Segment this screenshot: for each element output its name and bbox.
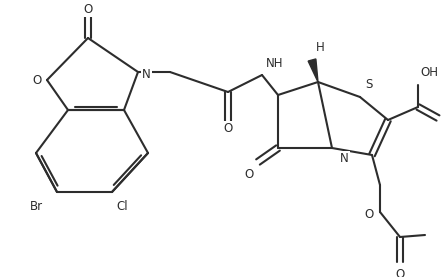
Text: OH: OH <box>420 66 438 79</box>
Polygon shape <box>308 59 318 82</box>
Text: O: O <box>365 207 374 220</box>
Text: Br: Br <box>30 200 43 213</box>
Text: O: O <box>395 268 404 277</box>
Text: O: O <box>33 73 42 86</box>
Text: N: N <box>340 152 349 165</box>
Text: Cl: Cl <box>116 200 128 213</box>
Text: S: S <box>365 78 373 91</box>
Text: NH: NH <box>266 57 284 70</box>
Text: N: N <box>142 68 151 81</box>
Text: O: O <box>223 122 233 135</box>
Text: O: O <box>245 168 254 181</box>
Text: O: O <box>83 3 93 16</box>
Text: H: H <box>315 41 324 54</box>
